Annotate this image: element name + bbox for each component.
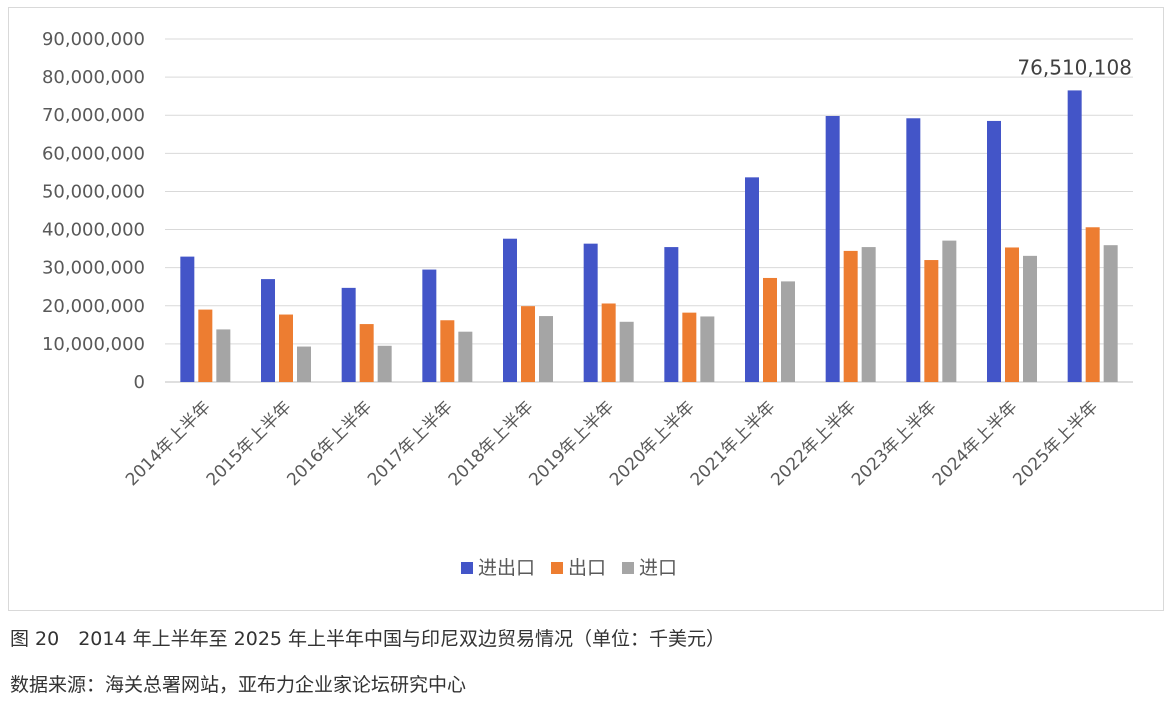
bar-import	[700, 316, 715, 382]
x-tick-label: 2025年上半年	[1009, 397, 1102, 490]
bar-total	[261, 279, 275, 382]
bar-import	[377, 345, 392, 382]
chart-frame: 0 10,000,000 20,000,000 30,000,000 40,000,00…	[8, 7, 1164, 611]
y-tick-label: 80,000,000	[42, 67, 145, 88]
bar-export	[440, 320, 455, 382]
bar-total	[422, 269, 437, 382]
y-tick-label: 50,000,000	[42, 181, 145, 202]
y-tick-label: 90,000,000	[42, 29, 145, 50]
bar-chart: 0 10,000,000 20,000,000 30,000,000 40,000,00…	[42, 29, 1133, 579]
x-tick-label: 2018年上半年	[445, 397, 538, 490]
y-tick-label: 60,000,000	[42, 143, 145, 164]
y-tick-label: 10,000,000	[42, 334, 145, 355]
x-tick-label: 2023年上半年	[848, 397, 941, 490]
bar-total	[1067, 90, 1082, 383]
bar-total	[745, 177, 759, 382]
x-tick-label: 2021年上半年	[687, 397, 780, 490]
bar-import	[861, 247, 876, 382]
bar-import	[216, 329, 231, 382]
x-tick-label: 2016年上半年	[283, 397, 376, 490]
bar-import	[942, 240, 957, 382]
data-label: 76,510,108	[1017, 55, 1132, 79]
legend-label: 进口	[639, 557, 677, 579]
x-tick-label: 2017年上半年	[364, 397, 457, 490]
bar-export	[279, 314, 293, 382]
bar-total	[825, 115, 840, 383]
bar-export	[924, 260, 939, 382]
bar-import	[1103, 245, 1118, 382]
bar-total	[180, 256, 195, 382]
bar-export	[198, 309, 213, 382]
bar-total	[341, 287, 356, 382]
bar-export	[601, 303, 616, 382]
x-tick-label: 2022年上半年	[767, 397, 860, 490]
bar-import	[1023, 255, 1037, 382]
y-tick-label: 30,000,000	[42, 258, 145, 279]
x-tick-label: 2015年上半年	[203, 397, 296, 490]
y-tick-label: 70,000,000	[42, 105, 145, 126]
bar-import	[297, 346, 311, 382]
bar-import	[458, 331, 473, 382]
bar-export	[763, 277, 777, 382]
legend-swatch	[551, 562, 563, 574]
y-tick-label: 0	[134, 372, 145, 393]
bar-export	[682, 312, 697, 382]
bar-import	[619, 321, 634, 382]
legend-label: 进出口	[478, 557, 535, 579]
figure-caption: 图 20 2014 年上半年至 2025 年上半年中国与印尼双边贸易情况（单位：…	[10, 628, 726, 650]
bar-total	[664, 247, 679, 382]
bar-import	[781, 281, 795, 382]
x-tick-label: 2024年上半年	[929, 397, 1022, 490]
bar-total	[583, 243, 598, 382]
bar-export	[359, 324, 374, 382]
bar-export	[521, 306, 535, 382]
bar-import	[539, 316, 553, 382]
legend-swatch	[622, 562, 634, 574]
x-tick-label: 2014年上半年	[122, 397, 215, 490]
y-tick-label: 20,000,000	[42, 296, 145, 317]
bar-total	[906, 118, 921, 382]
legend-label: 出口	[568, 557, 606, 579]
source-note: 数据来源：海关总署网站，亚布力企业家论坛研究中心	[10, 674, 467, 696]
bar-export	[1085, 227, 1100, 382]
y-tick-label: 40,000,000	[42, 220, 145, 241]
bar-total	[503, 238, 517, 382]
x-tick-label: 2019年上半年	[525, 397, 618, 490]
bar-export	[1005, 247, 1019, 382]
bar-total	[987, 120, 1001, 382]
x-tick-label: 2020年上半年	[606, 397, 699, 490]
bar-export	[843, 250, 858, 382]
legend-swatch	[461, 562, 473, 574]
